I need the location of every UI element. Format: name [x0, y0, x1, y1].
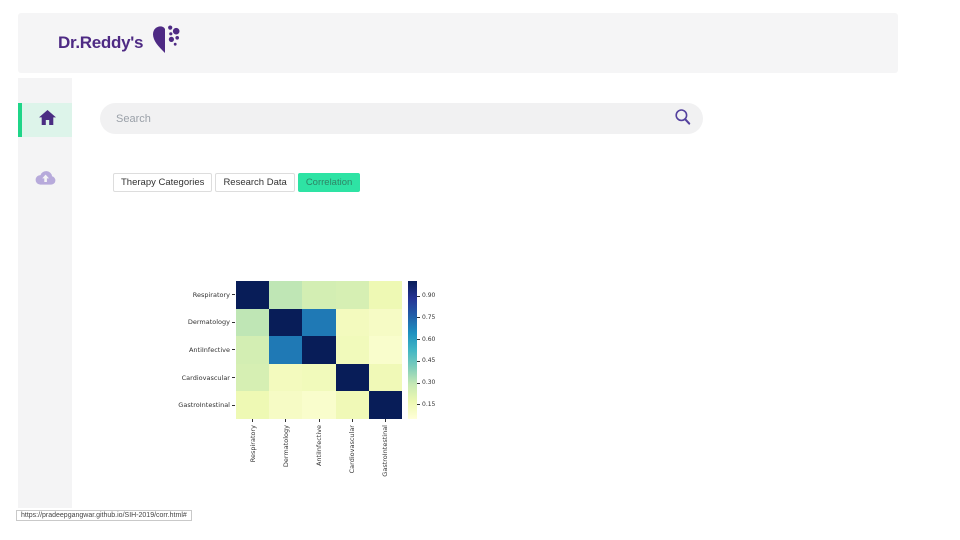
sidebar-item-upload[interactable]: [18, 163, 72, 197]
search-bar: [100, 103, 703, 134]
heatmap-cell: [302, 336, 336, 364]
home-icon: [38, 110, 56, 130]
colorbar-tick-label: 0.60: [422, 335, 436, 343]
colorbar-tick-label: 0.90: [422, 292, 436, 300]
heatmap-cell: [368, 391, 402, 419]
tabs-bar: Therapy Categories Research Data Correla…: [113, 173, 361, 192]
colorbar-tick: [417, 382, 420, 384]
heatmap-cell: [335, 391, 369, 419]
search-input[interactable]: [100, 112, 673, 125]
heatmap-cell: [368, 281, 402, 309]
statusbar-url-tooltip: https://pradeepgangwar.github.io/SIH-201…: [16, 510, 192, 521]
colorbar: [408, 281, 417, 419]
heatmap-cell: [236, 308, 270, 337]
colorbar-tick: [417, 339, 420, 341]
drreddys-heart-icon: [151, 24, 180, 60]
sidebar-item-home[interactable]: [18, 103, 72, 137]
y-axis-label: Dermatology: [150, 309, 235, 337]
heatmap-cell: [269, 363, 303, 392]
heatmap-cell: [302, 363, 336, 392]
search-button[interactable]: [673, 103, 703, 134]
heatmap-cell: [269, 281, 303, 309]
colorbar-tick-label: 0.15: [422, 400, 436, 408]
colorbar-tick: [417, 404, 420, 406]
heatmap-cell: [269, 336, 303, 364]
heatmap-cell: [368, 308, 402, 337]
x-axis-tick: [285, 419, 287, 422]
y-axis-label: Respiratory: [150, 281, 235, 309]
search-icon: [674, 108, 692, 129]
y-axis-label: Cardiovascular: [150, 364, 235, 392]
heatmap-cell: [335, 308, 369, 337]
tab-correlation[interactable]: Correlation: [297, 173, 361, 192]
heatmap-cell: [335, 336, 369, 364]
heatmap-cell: [269, 308, 303, 337]
heatmap-cell: [302, 391, 336, 419]
colorbar-tick-label: 0.30: [422, 379, 436, 387]
heatmap-cell: [368, 363, 402, 392]
brand-name: Dr.Reddy's: [58, 33, 144, 52]
x-axis-tick: [384, 419, 386, 422]
heatmap-plot-area: [236, 281, 402, 419]
brand-logo[interactable]: Dr.Reddy's: [58, 24, 180, 60]
heatmap-cell: [236, 281, 270, 309]
x-axis-label: GastroIntestinal: [381, 425, 390, 477]
sidebar: [18, 78, 72, 508]
colorbar-tick-label: 0.75: [422, 313, 436, 321]
colorbar-tick-label: 0.45: [422, 357, 436, 365]
heatmap-cell: [236, 336, 270, 364]
heatmap-cell: [269, 391, 303, 419]
x-axis-label: Cardiovascular: [348, 425, 357, 474]
correlation-heatmap: Respiratory Dermatology AntiInfective Cardi…: [150, 278, 460, 500]
cloud-upload-icon: [35, 170, 56, 190]
colorbar-tick: [417, 295, 420, 297]
y-axis-label: GastroIntestinal: [150, 391, 235, 419]
colorbar-tick: [417, 360, 420, 362]
heatmap-cell: [236, 391, 270, 419]
heatmap-cell: [335, 363, 369, 392]
x-axis-label: AntiInfective: [315, 425, 323, 467]
heatmap-cell: [368, 336, 402, 364]
heatmap-cell: [302, 281, 336, 309]
x-axis-tick: [252, 419, 254, 422]
heatmap-cell: [335, 281, 369, 309]
header: Dr.Reddy's: [18, 13, 898, 73]
x-axis-label: Respiratory: [248, 425, 257, 463]
colorbar-tick: [417, 317, 420, 319]
x-axis-tick: [351, 419, 353, 422]
tab-therapy-categories[interactable]: Therapy Categories: [113, 173, 213, 192]
tab-research-data[interactable]: Research Data: [215, 173, 295, 192]
heatmap-cell: [236, 363, 270, 392]
x-axis-label: Dermatology: [281, 425, 290, 468]
heatmap-cell: [302, 308, 336, 337]
y-axis-label: AntiInfective: [150, 336, 235, 364]
x-axis-tick: [318, 419, 320, 422]
